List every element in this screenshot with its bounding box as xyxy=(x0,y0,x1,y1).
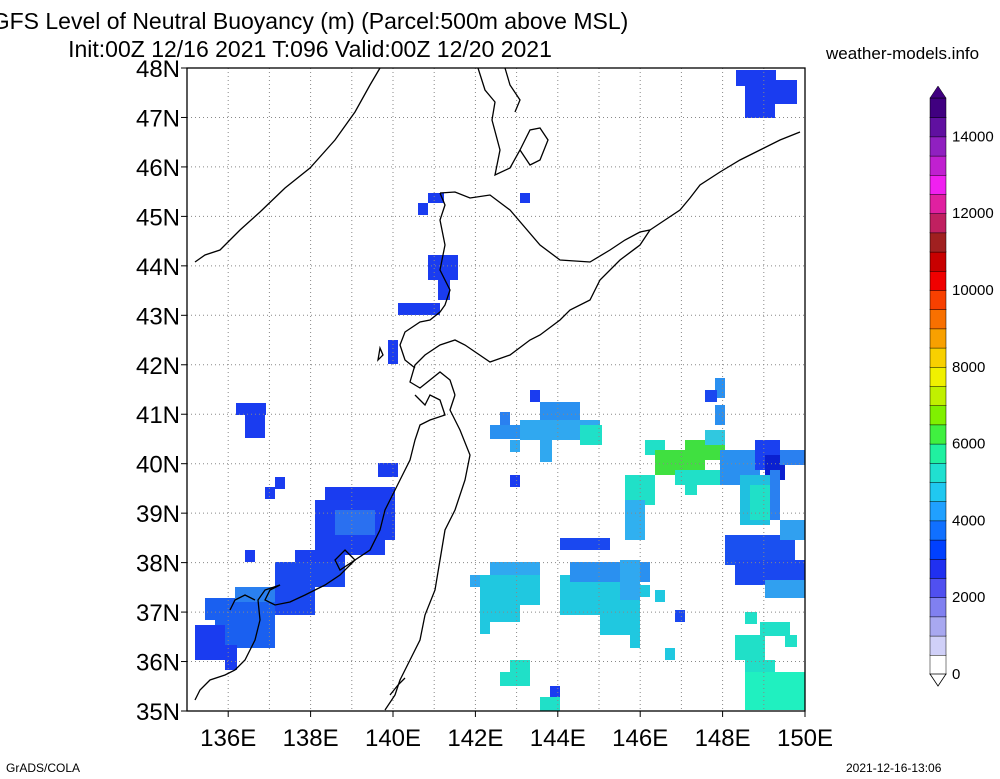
lat-tick-label: 35N xyxy=(136,699,180,726)
colorbar-tick-label: 2000 xyxy=(952,589,985,606)
colorbar-segment xyxy=(929,481,947,502)
colorbar-tick-label: 10000 xyxy=(952,282,994,299)
lon-tick-label: 148E xyxy=(695,725,751,752)
site-credit: weather-models.info xyxy=(826,44,980,63)
colorbar-tick-label: 12000 xyxy=(952,205,994,222)
map-subtitle: Init:00Z 12/16 2021 T:096 Valid:00Z 12/2… xyxy=(68,36,552,62)
lat-tick-label: 38N xyxy=(136,551,180,578)
lon-tick-label: 140E xyxy=(365,725,421,752)
colorbar-segment xyxy=(929,424,947,445)
lon-tick-label: 138E xyxy=(283,725,339,752)
lat-tick-label: 47N xyxy=(136,105,180,132)
colorbar-segment xyxy=(929,539,947,560)
colorbar-segment xyxy=(929,404,947,426)
colorbar-segment xyxy=(929,596,947,618)
footer-software: GrADS/COLA xyxy=(6,761,81,775)
lon-tick-label: 136E xyxy=(200,725,256,752)
colorbar xyxy=(929,85,947,687)
lat-tick-label: 37N xyxy=(136,600,180,627)
lat-tick-label: 36N xyxy=(136,650,180,677)
lon-tick-label: 150E xyxy=(777,725,833,752)
colorbar-segment xyxy=(929,385,947,406)
footer-timestamp: 2021-12-16-13:06 xyxy=(846,761,942,775)
buoyancy-field xyxy=(195,70,805,711)
colorbar-segment xyxy=(929,251,947,272)
colorbar-segment xyxy=(929,635,947,656)
colorbar-segment xyxy=(929,116,947,138)
colorbar-segment xyxy=(929,558,947,579)
colorbar-tick-label: 8000 xyxy=(952,359,985,376)
lat-tick-label: 48N xyxy=(136,56,180,83)
lat-tick-label: 40N xyxy=(136,452,180,479)
colorbar-tick-label: 4000 xyxy=(952,512,985,529)
colorbar-segment xyxy=(929,212,947,234)
colorbar-tick-label: 0 xyxy=(952,666,960,683)
colorbar-segment xyxy=(929,462,947,483)
colorbar-segment xyxy=(929,366,947,387)
colorbar-segment xyxy=(929,174,947,195)
lat-tick-label: 44N xyxy=(136,254,180,281)
colorbar-segment xyxy=(929,520,947,541)
colorbar-segment xyxy=(929,155,947,176)
lon-tick-label: 144E xyxy=(530,725,586,752)
colorbar-segment xyxy=(929,289,947,310)
colorbar-min-arrow xyxy=(929,673,947,687)
lon-tick-label: 146E xyxy=(612,725,668,752)
colorbar-segment xyxy=(929,97,947,118)
map-title: GFS Level of Neutral Buoyancy (m) (Parce… xyxy=(0,8,629,34)
colorbar-segment xyxy=(929,308,947,330)
lat-tick-label: 39N xyxy=(136,501,180,528)
map-frame xyxy=(186,67,806,712)
colorbar-segment xyxy=(929,232,947,253)
colorbar-segment xyxy=(929,136,947,157)
colorbar-segment xyxy=(929,193,947,214)
colorbar-segment xyxy=(929,654,947,675)
colorbar-segment xyxy=(929,270,947,291)
colorbar-segment xyxy=(929,500,947,522)
latitude-labels: 35N 36N 37N 38N 39N 40N 41N 42N 43N 44N 45N 46N 47N 4… xyxy=(136,56,187,726)
lat-tick-label: 45N xyxy=(136,204,180,231)
lat-tick-label: 41N xyxy=(136,402,180,429)
colorbar-segment xyxy=(929,328,947,349)
colorbar-segment xyxy=(929,347,947,368)
longitude-labels: 136E 138E 140E 142E 144E 146E 148E 150E xyxy=(200,711,833,752)
colorbar-tick-label: 14000 xyxy=(952,128,994,145)
colorbar-segment xyxy=(929,616,947,637)
colorbar-tick-label: 6000 xyxy=(952,436,985,453)
colorbar-segment xyxy=(929,577,947,598)
colorbar-labels: 0 2000 4000 6000 8000 10000 12000 14000 xyxy=(952,128,994,683)
lat-tick-label: 46N xyxy=(136,155,180,182)
map-gridlines xyxy=(187,68,805,711)
lat-tick-label: 42N xyxy=(136,353,180,380)
colorbar-max-arrow xyxy=(929,85,947,99)
lon-tick-label: 142E xyxy=(447,725,503,752)
colorbar-segment xyxy=(929,443,947,464)
lat-tick-label: 43N xyxy=(136,303,180,330)
coastline xyxy=(194,67,801,711)
